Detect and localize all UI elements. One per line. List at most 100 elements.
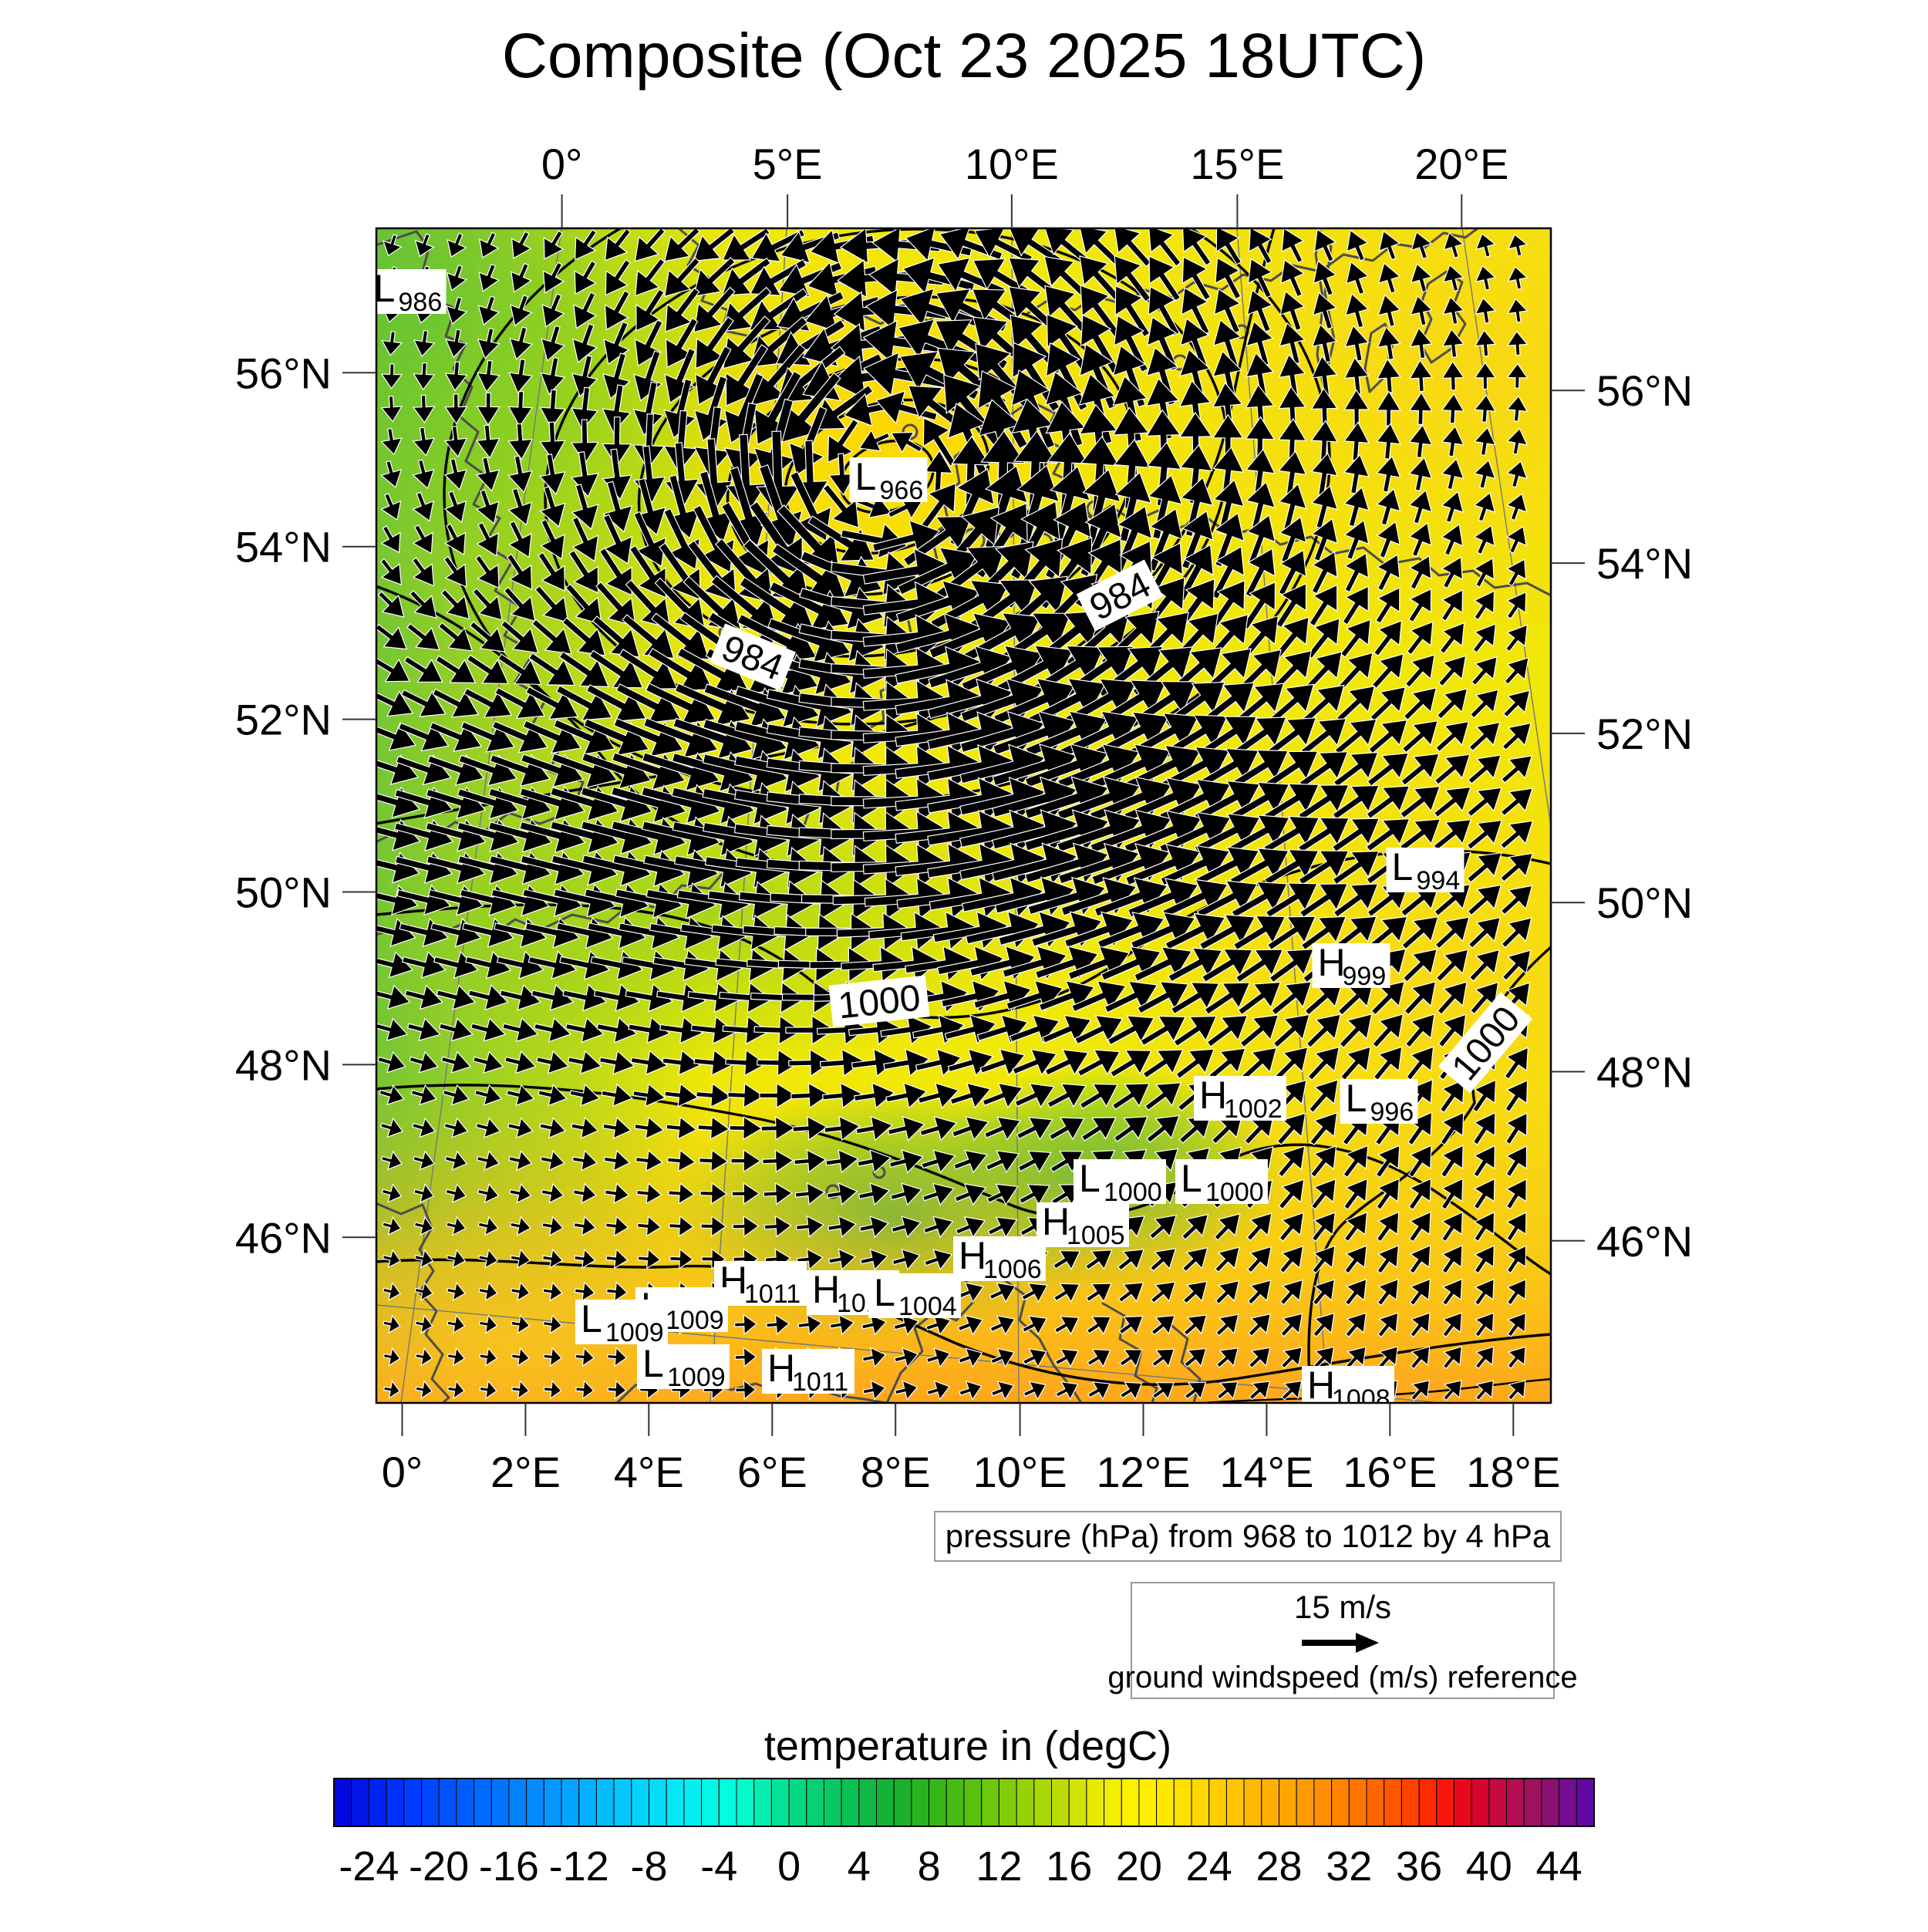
wind-arrow [1298, 850, 1350, 885]
wind-arrow [1506, 395, 1529, 422]
wind-arrow [855, 1115, 893, 1141]
right-axis-tick-label: 50°N [1596, 878, 1693, 927]
wind-arrow [596, 1017, 638, 1044]
wind-arrow [406, 1017, 441, 1042]
colorbar-cell [1208, 1778, 1227, 1827]
left-axis-tick-label: 46°N [235, 1213, 332, 1262]
wind-arrow [1404, 981, 1437, 1016]
wind-arrow [443, 1117, 469, 1138]
colorbar-cell [1051, 1778, 1070, 1827]
wind-arrow [1055, 1381, 1079, 1401]
wind-arrow [1014, 1083, 1055, 1108]
right-axis-tick-label: 54°N [1596, 539, 1693, 588]
wind-arrow [1047, 1083, 1087, 1108]
wind-arrow [414, 233, 435, 258]
wind-arrow [1468, 916, 1502, 949]
wind-arrow [1500, 885, 1533, 915]
wind-arrow [1474, 329, 1497, 357]
wind-arrow [1407, 1145, 1432, 1178]
wind-arrow [1376, 423, 1401, 460]
pressure-legend-text: pressure (hPa) from 968 to 1012 by 4 hPa [945, 1518, 1551, 1554]
colorbar-cell [403, 1778, 422, 1827]
wind-arrow [1410, 263, 1433, 293]
wind-arrow [797, 1313, 823, 1336]
wind-arrow [1053, 1283, 1080, 1303]
wind-arrow [1149, 1214, 1178, 1240]
wind-arrow [412, 459, 435, 490]
colorbar-cell [1261, 1778, 1280, 1827]
wind-arrow [467, 984, 509, 1011]
wind-arrow [573, 292, 598, 329]
wind-arrow [1440, 1145, 1464, 1178]
wind-arrow [380, 396, 403, 423]
wind-arrow [1246, 514, 1276, 565]
wind-arrow [447, 232, 467, 258]
wind-arrow [1373, 1046, 1403, 1081]
wind-arrow [750, 981, 806, 1014]
wind-arrow [730, 1149, 762, 1173]
wind-arrow [790, 1082, 830, 1109]
wind-arrow [848, 1014, 901, 1046]
wind-arrow [1213, 512, 1245, 568]
pressure-center-value: 1000 [1104, 1178, 1162, 1207]
wind-arrow [861, 1313, 888, 1336]
wind-arrow [1263, 783, 1320, 821]
wind-arrow [777, 504, 840, 572]
wind-arrow [413, 1216, 434, 1236]
wind-arrow [1232, 716, 1287, 758]
wind-arrow [606, 1281, 629, 1302]
wind-arrow [1408, 457, 1433, 492]
colorbar-tick-label: 28 [1256, 1843, 1302, 1890]
wind-arrow [479, 1347, 498, 1367]
wind-arrow [380, 493, 402, 521]
pressure-center-value: 996 [1370, 1097, 1414, 1127]
bottom-axis-tick-label: 6°E [737, 1448, 807, 1496]
wind-arrow [1434, 916, 1470, 949]
wind-arrow [1229, 750, 1289, 790]
wind-arrow [1406, 1046, 1434, 1081]
wind-arrow [528, 652, 576, 686]
wind-arrow [442, 1084, 470, 1106]
wind-arrow [1475, 265, 1497, 291]
wind-arrow [1339, 1013, 1373, 1049]
wind-arrow [1151, 1315, 1175, 1336]
wind-arrow [447, 1380, 465, 1400]
wind-arrow [1307, 1046, 1340, 1081]
colorbar-tick-label: -8 [630, 1843, 667, 1890]
wind-arrow [447, 1314, 466, 1334]
wind-arrow [1441, 1178, 1464, 1210]
pressure-center: L 1000 [1175, 1157, 1268, 1207]
wind-arrow [1373, 620, 1403, 657]
wind-arrow [1439, 622, 1465, 655]
colorbar-tick-label: 44 [1536, 1843, 1583, 1890]
wind-arrow [666, 1116, 697, 1140]
colorbar-cell [963, 1778, 983, 1827]
colorbar-cell [770, 1778, 790, 1827]
wind-arrow [693, 228, 736, 262]
wind-arrow [445, 1183, 467, 1203]
wind-arrow [379, 558, 403, 585]
pressure-center: L 1004 [868, 1271, 961, 1321]
wind-arrow [1211, 545, 1245, 600]
wind-arrow [383, 1281, 401, 1301]
wind-arrow [1304, 651, 1343, 692]
pressure-legend-box [934, 1511, 1562, 1562]
wind-arrow [382, 1216, 402, 1236]
wind-arrow [1148, 228, 1181, 267]
wind-arrow [819, 1048, 865, 1077]
colorbar-cell [474, 1778, 492, 1827]
wind-arrow [446, 296, 468, 325]
wind-arrow [1331, 818, 1380, 853]
wind-arrow [1474, 362, 1497, 390]
wind-arrow [1376, 358, 1401, 393]
wind-arrow [762, 1149, 794, 1173]
wind-arrow [763, 1215, 792, 1238]
pressure-center-box [953, 1236, 1046, 1281]
wind-arrow [918, 483, 956, 533]
wind-arrow [543, 1380, 562, 1400]
wind-arrow [605, 1248, 629, 1269]
wind-arrow [983, 1116, 1022, 1141]
pressure-center-box [637, 1344, 730, 1389]
